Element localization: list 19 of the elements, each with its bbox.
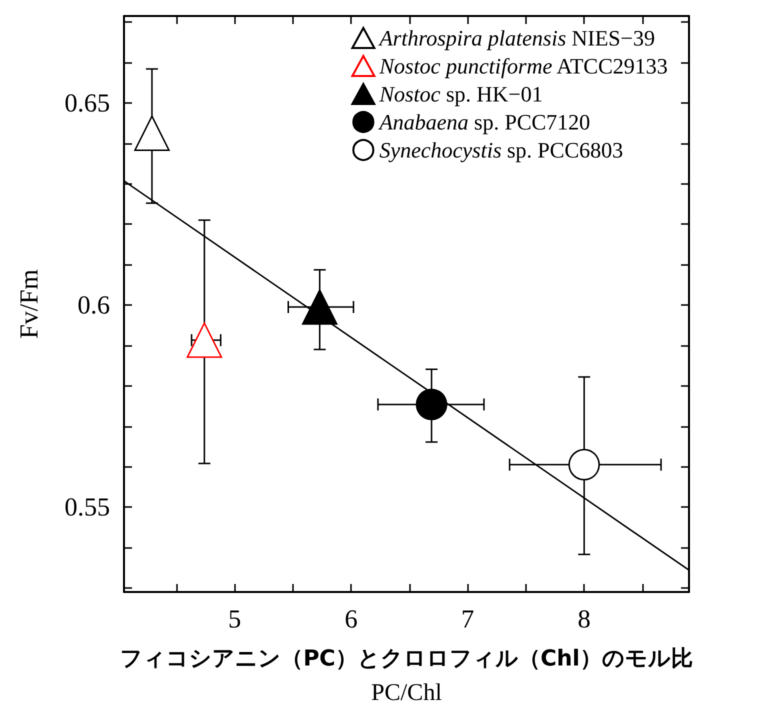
legend-label: Anabaena sp. PCC7120 — [377, 110, 590, 134]
legend-label: Nostoc sp. HK−01 — [378, 82, 543, 106]
point — [302, 289, 338, 325]
y-tick-label: 0.55 — [64, 492, 110, 522]
x-tick-label: 7 — [461, 604, 474, 634]
x-tick-label: 5 — [228, 604, 242, 634]
point — [134, 115, 170, 151]
legend-label: Arthrospira platensis NIES−39 — [377, 26, 655, 50]
y-axis-title: Fv/Fm — [14, 269, 44, 339]
x-axis-title: フィコシアニン（PC）とクロロフィル（Chl）のモル比 PC/Chl — [120, 646, 693, 706]
point — [186, 322, 222, 358]
y-tick-label: 0.6 — [78, 290, 110, 320]
y-tick-label: 0.65 — [64, 88, 110, 118]
legend-label: Nostoc punctiforme ATCC29133 — [378, 54, 668, 78]
legend-label: Synechocystis sp. PCC6803 — [379, 138, 624, 162]
x-tick-label: 8 — [578, 604, 591, 634]
point — [416, 388, 448, 420]
point — [568, 448, 600, 480]
x-tick-label: 6 — [344, 604, 358, 634]
